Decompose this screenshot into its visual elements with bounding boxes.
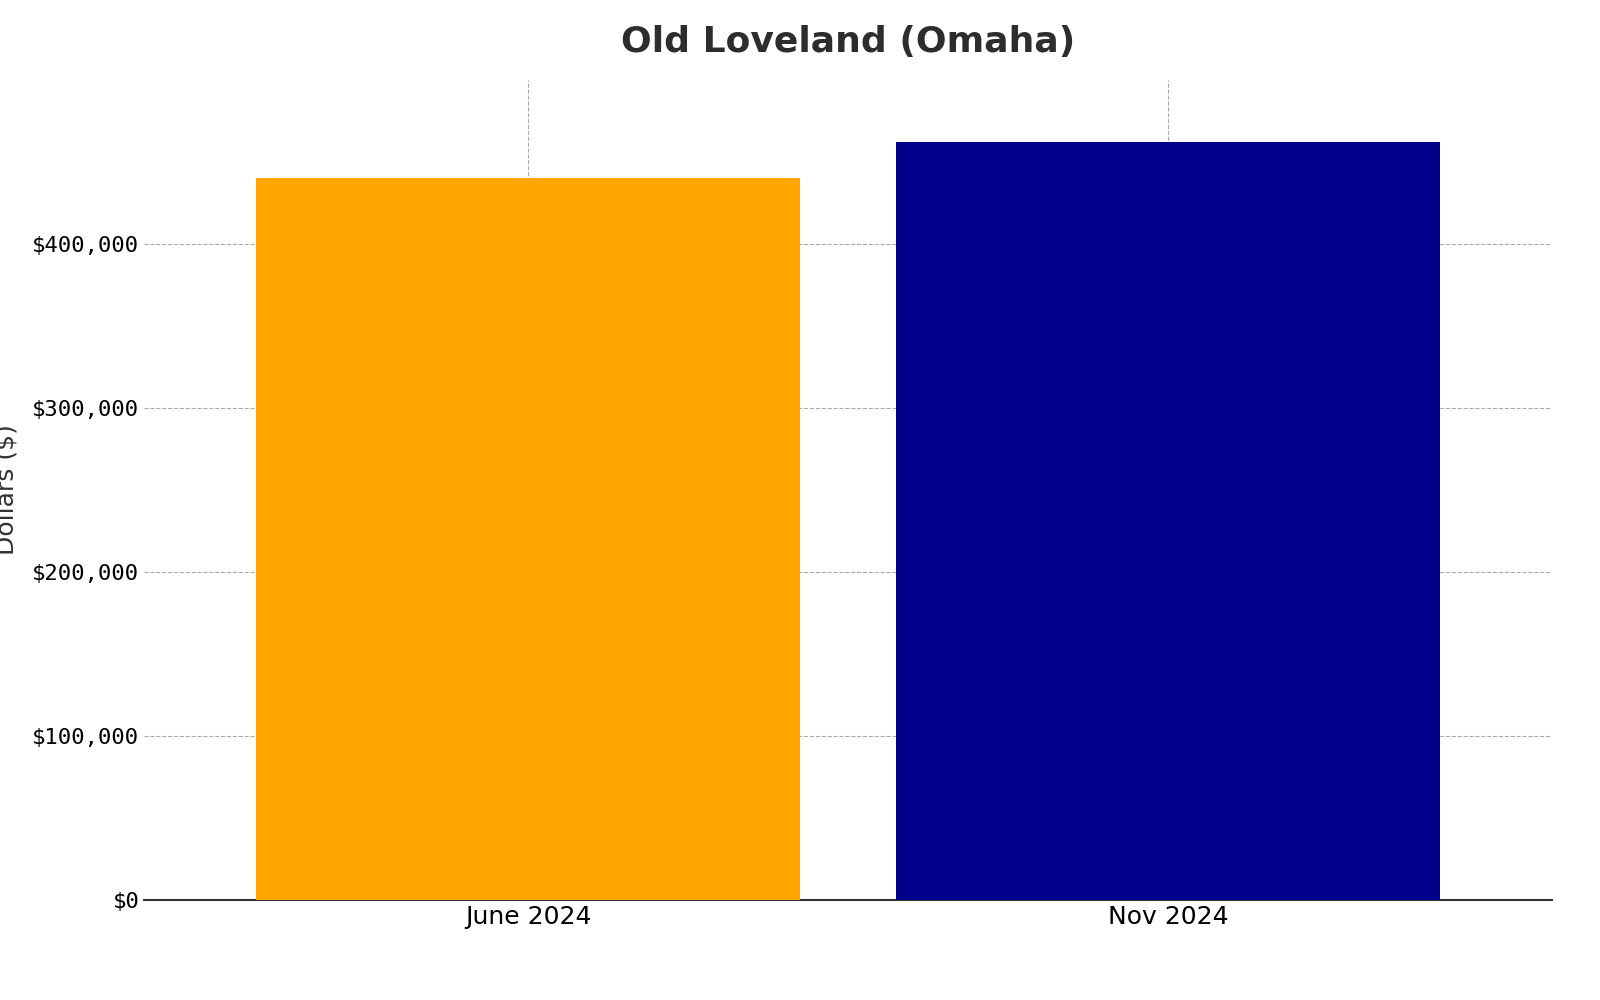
Bar xyxy=(896,142,1440,900)
Bar xyxy=(256,178,800,900)
Y-axis label: Dollars ($): Dollars ($) xyxy=(0,425,18,555)
Title: Old Loveland (Omaha): Old Loveland (Omaha) xyxy=(621,25,1075,59)
